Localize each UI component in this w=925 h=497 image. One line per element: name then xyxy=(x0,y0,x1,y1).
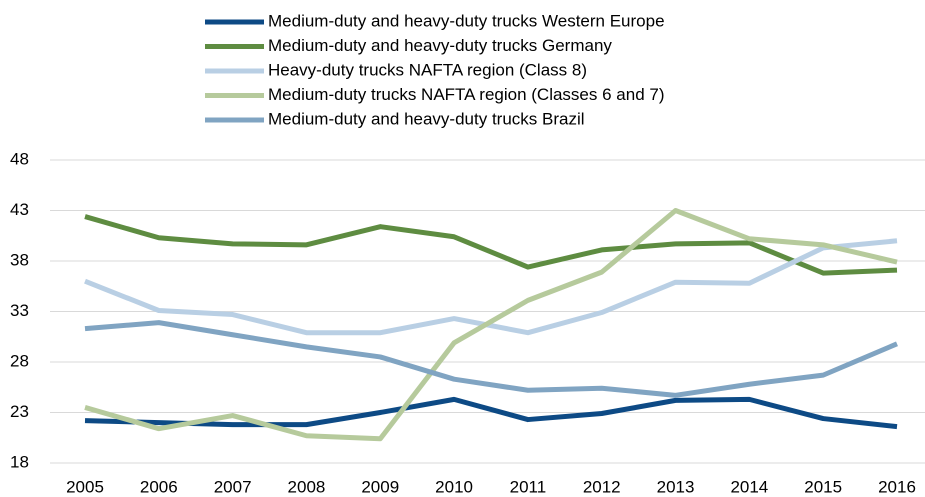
series-line xyxy=(84,320,898,398)
x-tick-label: 2013 xyxy=(657,477,695,496)
y-tick-label: 43 xyxy=(10,200,29,219)
y-tick-label: 33 xyxy=(10,301,29,320)
x-tick-label: 2005 xyxy=(66,477,104,496)
legend-label: Medium-duty and heavy-duty trucks Brazil xyxy=(268,109,585,128)
series-line xyxy=(84,238,898,336)
series-line xyxy=(84,214,898,276)
legend-label: Heavy-duty trucks NAFTA region (Class 8) xyxy=(268,60,587,79)
legend-label: Medium-duty and heavy-duty trucks Wester… xyxy=(268,11,665,30)
x-tick-label: 2009 xyxy=(361,477,399,496)
x-tick-label: 2010 xyxy=(435,477,473,496)
y-tick-label: 28 xyxy=(10,351,29,370)
x-tick-label: 2008 xyxy=(288,477,326,496)
x-tick-label: 2014 xyxy=(730,477,768,496)
y-tick-label: 38 xyxy=(10,250,29,269)
x-tick-label: 2007 xyxy=(214,477,252,496)
series-line xyxy=(84,396,898,430)
x-tick-label: 2006 xyxy=(140,477,178,496)
y-tick-label: 48 xyxy=(10,149,29,168)
x-tick-label: 2011 xyxy=(510,477,547,496)
x-tick-label: 2016 xyxy=(878,477,916,496)
legend-label: Medium-duty and heavy-duty trucks German… xyxy=(268,36,612,55)
legend-label: Medium-duty trucks NAFTA region (Classes… xyxy=(268,85,665,104)
y-tick-label: 18 xyxy=(10,452,29,471)
series-line xyxy=(84,208,898,442)
x-tick-label: 2012 xyxy=(583,477,621,496)
x-tick-label: 2015 xyxy=(804,477,842,496)
y-tick-label: 23 xyxy=(10,402,29,421)
